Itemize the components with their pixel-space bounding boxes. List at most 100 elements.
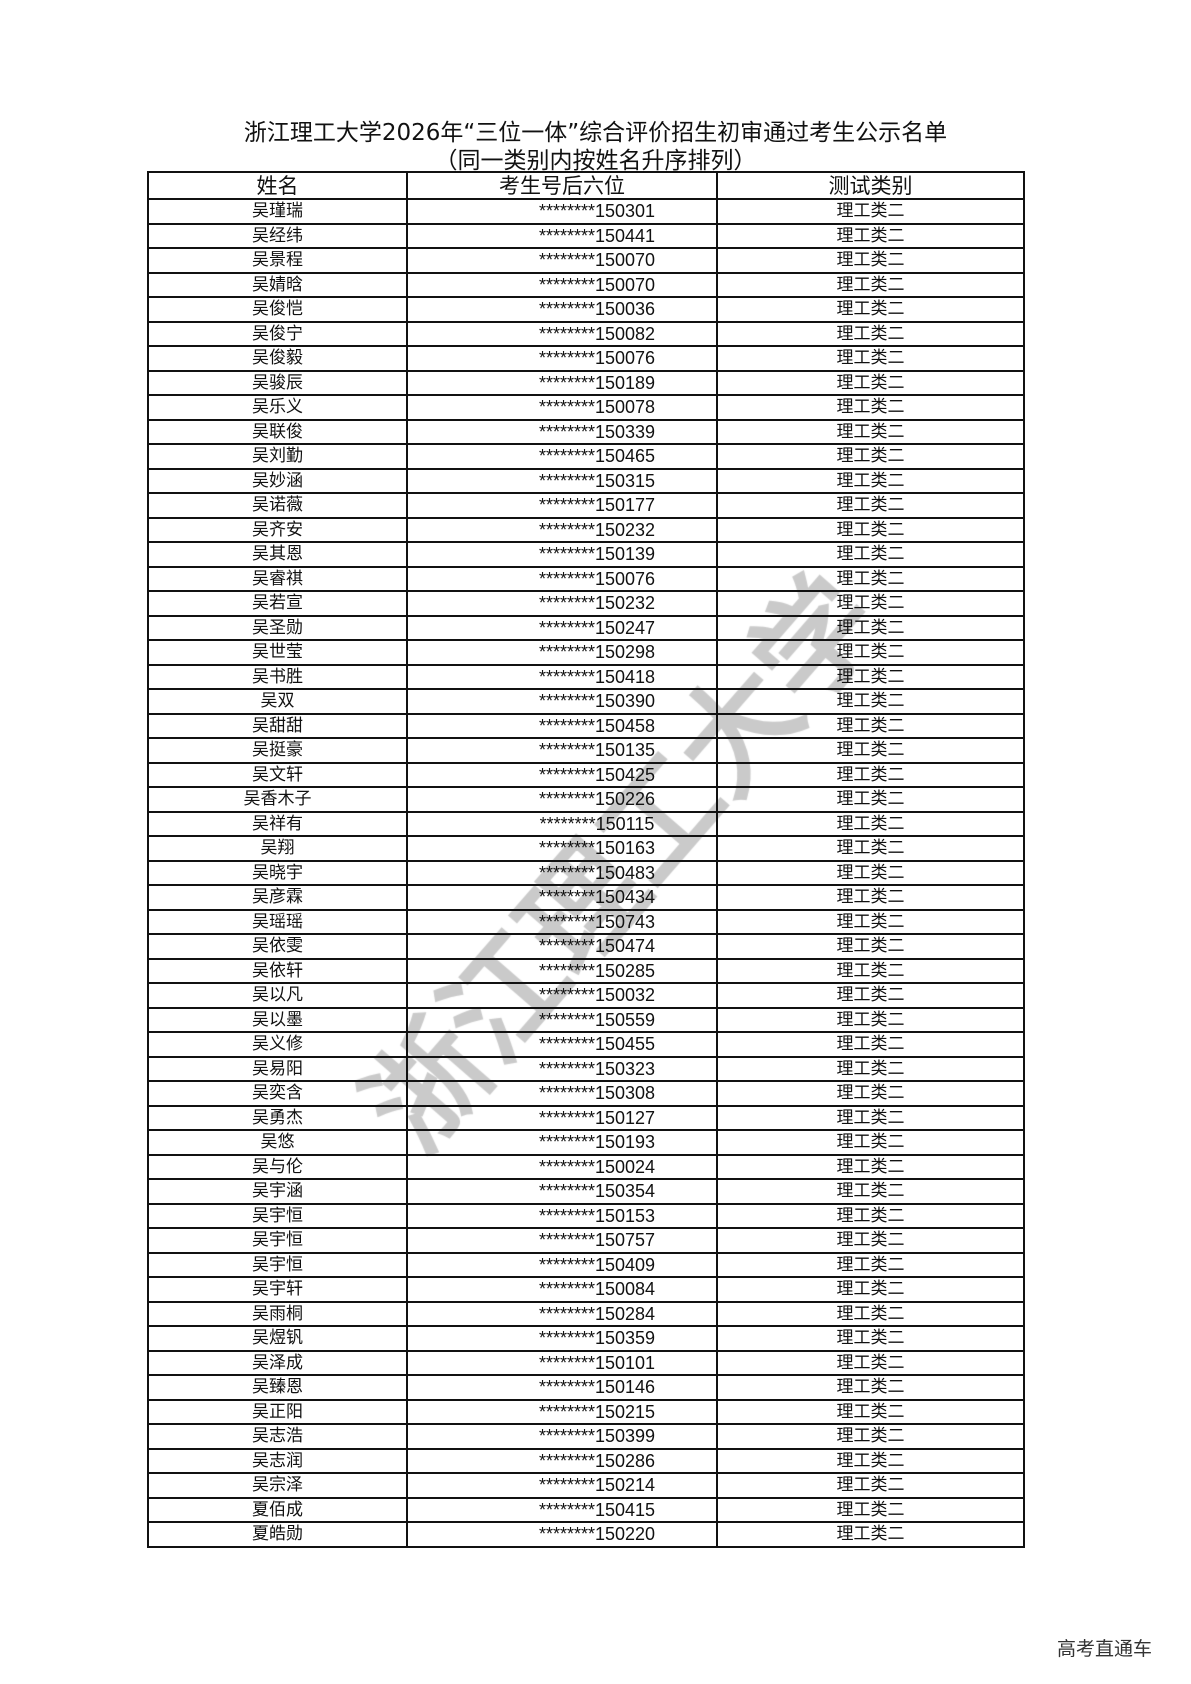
candidate-id: ********150036 bbox=[538, 299, 656, 320]
cell-id: ********150135 bbox=[406, 737, 718, 764]
cell-name: 吴勇杰 bbox=[147, 1104, 408, 1131]
cell-name: 吴正阳 bbox=[147, 1398, 408, 1425]
table-row: 吴与伦 ********150024 理工类二 bbox=[147, 1153, 1025, 1180]
cell-category: 理工类二 bbox=[716, 271, 1025, 298]
cell-name: 吴易阳 bbox=[147, 1055, 408, 1082]
source-watermark: 高考直通车 bbox=[1057, 1638, 1153, 1660]
table-row: 吴易阳 ********150323 理工类二 bbox=[147, 1055, 1025, 1082]
cell-category: 理工类二 bbox=[716, 1447, 1025, 1474]
cell-category: 理工类二 bbox=[716, 590, 1025, 617]
cell-id: ********150409 bbox=[406, 1251, 718, 1278]
cell-name: 吴圣勋 bbox=[147, 614, 408, 641]
candidate-id: ********150070 bbox=[538, 250, 656, 271]
cell-id: ********150743 bbox=[406, 908, 718, 935]
cell-name: 吴睿祺 bbox=[147, 565, 408, 592]
candidate-id: ********150399 bbox=[538, 1426, 656, 1447]
cell-id: ********150359 bbox=[406, 1325, 718, 1352]
cell-name: 吴义修 bbox=[147, 1031, 408, 1058]
candidate-id: ********150135 bbox=[538, 740, 656, 761]
cell-name: 吴书胜 bbox=[147, 663, 408, 690]
table-row: 吴泽成 ********150101 理工类二 bbox=[147, 1349, 1025, 1376]
table-row: 吴俊恺 ********150036 理工类二 bbox=[147, 296, 1025, 323]
cell-category: 理工类二 bbox=[716, 418, 1025, 445]
table-row: 吴香木子 ********150226 理工类二 bbox=[147, 786, 1025, 813]
candidate-id: ********150757 bbox=[538, 1230, 656, 1251]
table-row: 吴祥有 ********150115 理工类二 bbox=[147, 810, 1025, 837]
cell-name: 吴甜甜 bbox=[147, 712, 408, 739]
table-row: 吴双 ********150390 理工类二 bbox=[147, 688, 1025, 715]
cell-category: 理工类二 bbox=[716, 1104, 1025, 1131]
candidate-id: ********150323 bbox=[538, 1058, 656, 1079]
candidate-id: ********150214 bbox=[538, 1475, 656, 1496]
cell-id: ********150036 bbox=[406, 296, 718, 323]
candidate-id: ********150298 bbox=[538, 642, 656, 663]
cell-id: ********150232 bbox=[406, 590, 718, 617]
cell-name: 吴臻恩 bbox=[147, 1374, 408, 1401]
cell-id: ********150070 bbox=[406, 271, 718, 298]
candidate-id: ********150101 bbox=[538, 1352, 656, 1373]
cell-id: ********150127 bbox=[406, 1104, 718, 1131]
table-row: 吴世莹 ********150298 理工类二 bbox=[147, 639, 1025, 666]
table-row: 吴俊宁 ********150082 理工类二 bbox=[147, 320, 1025, 347]
cell-id: ********150215 bbox=[406, 1398, 718, 1425]
candidate-id: ********150247 bbox=[538, 617, 656, 638]
cell-name: 吴彦霖 bbox=[147, 884, 408, 911]
candidate-id: ********150465 bbox=[538, 446, 656, 467]
cell-category: 理工类二 bbox=[716, 933, 1025, 960]
candidate-id: ********150115 bbox=[539, 813, 655, 834]
cell-name: 吴经纬 bbox=[147, 222, 408, 249]
cell-id: ********150076 bbox=[406, 565, 718, 592]
cell-name: 夏皓勋 bbox=[147, 1521, 408, 1548]
table-row: 吴经纬 ********150441 理工类二 bbox=[147, 222, 1025, 249]
cell-id: ********150301 bbox=[406, 198, 718, 225]
cell-category: 理工类二 bbox=[716, 1349, 1025, 1376]
cell-name: 吴晓宇 bbox=[147, 859, 408, 886]
candidate-id: ********150308 bbox=[538, 1083, 656, 1104]
cell-name: 吴婧晗 bbox=[147, 271, 408, 298]
candidate-id: ********150084 bbox=[538, 1279, 656, 1300]
table-row: 吴骏辰 ********150189 理工类二 bbox=[147, 369, 1025, 396]
cell-id: ********150285 bbox=[406, 957, 718, 984]
cell-id: ********150757 bbox=[406, 1227, 718, 1254]
cell-name: 吴与伦 bbox=[147, 1153, 408, 1180]
cell-id: ********150390 bbox=[406, 688, 718, 715]
cell-name: 吴宇恒 bbox=[147, 1202, 408, 1229]
cell-name: 吴以墨 bbox=[147, 1006, 408, 1033]
candidate-id: ********150220 bbox=[538, 1524, 656, 1545]
table-row: 吴瑾瑞 ********150301 理工类二 bbox=[147, 198, 1025, 225]
cell-id: ********150418 bbox=[406, 663, 718, 690]
candidate-id: ********150193 bbox=[538, 1132, 656, 1153]
cell-name: 吴以凡 bbox=[147, 982, 408, 1009]
cell-id: ********150024 bbox=[406, 1153, 718, 1180]
candidate-id: ********150076 bbox=[538, 568, 656, 589]
cell-name: 吴联俊 bbox=[147, 418, 408, 445]
cell-id: ********150189 bbox=[406, 369, 718, 396]
candidate-id: ********150082 bbox=[538, 323, 656, 344]
table-row: 吴奕含 ********150308 理工类二 bbox=[147, 1080, 1025, 1107]
cell-id: ********150146 bbox=[406, 1374, 718, 1401]
candidate-id: ********150127 bbox=[538, 1107, 656, 1128]
table-row: 吴书胜 ********150418 理工类二 bbox=[147, 663, 1025, 690]
cell-name: 吴挺豪 bbox=[147, 737, 408, 764]
table-row: 吴翔 ********150163 理工类二 bbox=[147, 835, 1025, 862]
cell-id: ********150153 bbox=[406, 1202, 718, 1229]
cell-name: 吴瑾瑞 bbox=[147, 198, 408, 225]
table-row: 吴瑶瑶 ********150743 理工类二 bbox=[147, 908, 1025, 935]
cell-id: ********150286 bbox=[406, 1447, 718, 1474]
candidate-id: ********150418 bbox=[538, 666, 656, 687]
cell-name: 吴香木子 bbox=[147, 786, 408, 813]
candidate-id: ********150434 bbox=[538, 887, 656, 908]
cell-category: 理工类二 bbox=[716, 1202, 1025, 1229]
candidate-id: ********150024 bbox=[538, 1156, 656, 1177]
cell-id: ********150474 bbox=[406, 933, 718, 960]
cell-category: 理工类二 bbox=[716, 1325, 1025, 1352]
cell-category: 理工类二 bbox=[716, 1227, 1025, 1254]
cell-category: 理工类二 bbox=[716, 1251, 1025, 1278]
table-row: 吴景程 ********150070 理工类二 bbox=[147, 247, 1025, 274]
cell-id: ********150559 bbox=[406, 1006, 718, 1033]
table-row: 吴义修 ********150455 理工类二 bbox=[147, 1031, 1025, 1058]
cell-category: 理工类二 bbox=[716, 516, 1025, 543]
table-row: 吴乐义 ********150078 理工类二 bbox=[147, 394, 1025, 421]
candidate-id: ********150226 bbox=[538, 789, 656, 810]
cell-id: ********150434 bbox=[406, 884, 718, 911]
